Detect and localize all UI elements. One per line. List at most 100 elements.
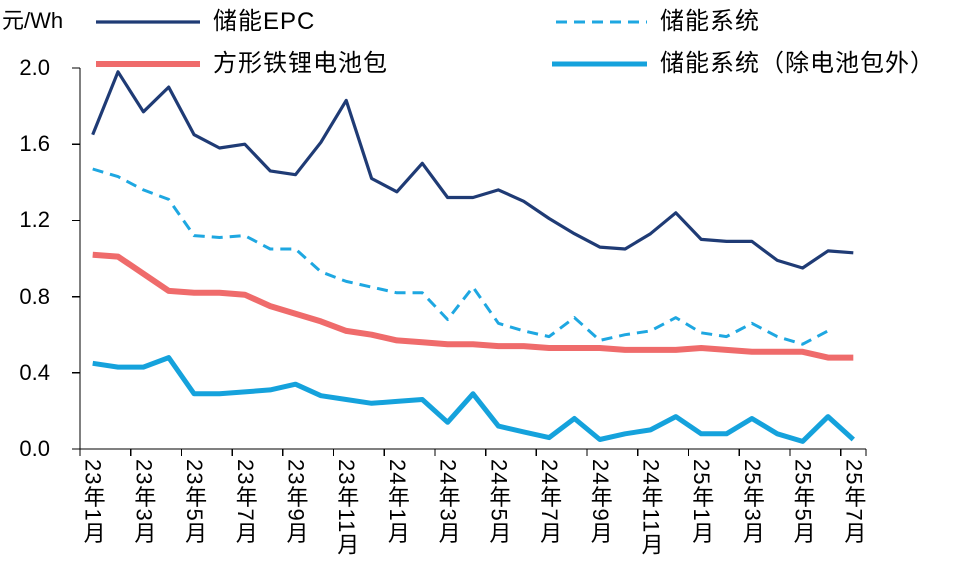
lfp-prismatic-pack-point — [801, 350, 805, 354]
storage-system-excl-pack-point — [775, 432, 779, 436]
lfp-prismatic-pack-point — [370, 333, 374, 337]
epc-point — [243, 142, 247, 146]
lfp-prismatic-pack-point — [218, 291, 222, 295]
x-tick-label: 25年3月 — [739, 459, 765, 545]
y-tick-label: 0.8 — [19, 283, 50, 309]
storage-system-excl-pack-point — [91, 361, 95, 365]
lfp-prismatic-pack-point — [420, 340, 424, 344]
epc-point — [344, 98, 348, 102]
lfp-prismatic-pack-point — [522, 344, 526, 348]
y-axis-unit-label: 元/Wh — [2, 8, 64, 33]
storage-system-excl-pack-point — [851, 438, 855, 442]
lfp-prismatic-pack-point — [851, 356, 855, 360]
storage-system-excl-pack-point — [826, 415, 830, 419]
x-tick-label: 24年7月 — [537, 459, 563, 545]
epc-point — [496, 188, 500, 192]
storage-system-excl-pack-point — [395, 399, 399, 403]
x-tick-label: 23年7月 — [232, 459, 258, 545]
storage-system-excl-pack-point — [294, 382, 298, 386]
lfp-prismatic-pack-point — [294, 312, 298, 316]
x-tick-label: 25年5月 — [790, 459, 816, 545]
lfp-prismatic-pack-point — [547, 346, 551, 350]
storage-system-point — [522, 329, 526, 333]
epc-point — [598, 245, 602, 249]
lfp-prismatic-pack-point — [116, 255, 120, 259]
lfp-prismatic-pack-point — [91, 253, 95, 257]
epc-point — [699, 237, 703, 241]
epc-point — [91, 133, 95, 137]
legend-label-epc: 储能EPC — [213, 8, 316, 35]
epc-point — [218, 146, 222, 150]
storage-system-point — [446, 318, 450, 322]
y-tick-label: 1.2 — [19, 207, 50, 233]
epc-point — [547, 217, 551, 221]
legend-swatch-storage-system — [556, 20, 647, 24]
lfp-prismatic-pack-point — [598, 346, 602, 350]
storage-system-point — [775, 335, 779, 339]
storage-system-point — [699, 331, 703, 335]
storage-system-excl-pack-point — [344, 398, 348, 402]
storage-system-point — [725, 335, 729, 339]
lfp-prismatic-pack-point — [446, 342, 450, 346]
legend-label-storage-system: 储能系统 — [660, 8, 760, 35]
epc-point — [395, 190, 399, 194]
legend-swatch-epc — [96, 20, 200, 24]
epc-point — [725, 239, 729, 243]
storage-system-point — [750, 321, 754, 325]
epc-point — [319, 140, 323, 144]
x-tick-label: 24年5月 — [486, 459, 512, 545]
epc-point — [294, 173, 298, 177]
lfp-prismatic-pack-line — [92, 251, 854, 361]
storage-system-excl-pack-point — [268, 388, 272, 392]
x-tick-label: 23年9月 — [283, 459, 309, 545]
lfp-prismatic-pack-point — [243, 293, 247, 297]
x-tick-label: 24年9月 — [587, 459, 613, 545]
lfp-prismatic-pack-point — [496, 344, 500, 348]
epc-point — [471, 196, 475, 200]
legend-label-lfp-prismatic-pack: 方形铁锂电池包 — [213, 50, 388, 77]
epc-point — [851, 251, 855, 255]
storage-system-point — [674, 316, 678, 320]
storage-system-excl-pack-point — [141, 365, 145, 369]
storage-system-point — [268, 247, 272, 251]
lfp-prismatic-pack-point — [395, 338, 399, 342]
lfp-prismatic-pack-point — [268, 304, 272, 308]
lfp-prismatic-pack-point — [471, 342, 475, 346]
epc-point — [750, 239, 754, 243]
x-tick-label: 23年5月 — [182, 459, 208, 545]
storage-system-point — [218, 236, 222, 240]
series-lines — [91, 70, 855, 444]
lfp-prismatic-pack-point — [725, 348, 729, 352]
lfp-prismatic-pack-point — [141, 272, 145, 276]
lfp-prismatic-pack-point — [167, 289, 171, 293]
storage-system-point — [344, 279, 348, 283]
legend-item-storage-system-excl-pack: 储能系统（除电池包外） — [552, 49, 935, 79]
y-tick-label: 1.6 — [19, 131, 50, 157]
storage-system-excl-pack-point — [547, 436, 551, 440]
storage-system-excl-pack-point — [598, 438, 602, 442]
legend-swatch-storage-system-excl-pack — [552, 61, 647, 67]
epc-point — [446, 196, 450, 200]
epc-line — [91, 70, 854, 270]
storage-system-excl-pack-point — [496, 424, 500, 428]
x-tick-label: 24年3月 — [435, 459, 461, 545]
lfp-prismatic-pack-point — [319, 319, 323, 323]
storage-system-excl-pack-point — [471, 392, 475, 396]
y-tick-label: 2.0 — [19, 55, 50, 80]
epc-point — [370, 177, 374, 181]
storage-system-point — [801, 342, 805, 346]
x-tick-label: 24年1月 — [384, 459, 410, 545]
storage-system-excl-pack-point — [699, 432, 703, 436]
storage-system-excl-pack-point — [674, 415, 678, 419]
lfp-prismatic-pack-point — [344, 329, 348, 333]
legend-item-storage-system: 储能系统 — [552, 7, 760, 37]
storage-system-point — [547, 335, 551, 339]
storage-system-point — [167, 197, 171, 201]
storage-system-excl-pack-point — [446, 420, 450, 424]
storage-system-excl-pack-point — [649, 428, 653, 432]
storage-system-point — [496, 321, 500, 325]
storage-system-line — [92, 167, 829, 346]
epc-point — [141, 110, 145, 114]
